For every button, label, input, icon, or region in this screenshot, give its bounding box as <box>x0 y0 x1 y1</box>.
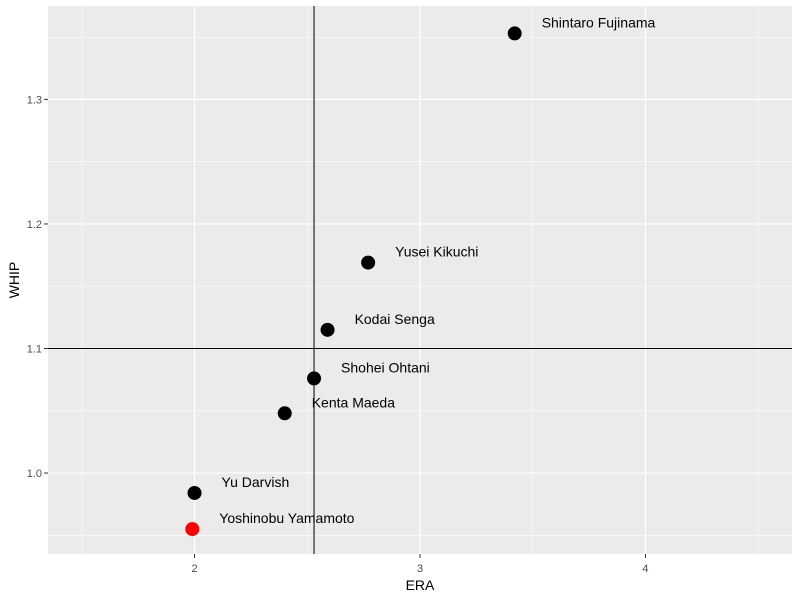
data-point <box>277 406 292 421</box>
data-point-label: Yusei Kikuchi <box>395 244 478 260</box>
x-tick-label: 4 <box>642 563 648 575</box>
data-point-label: Yu Darvish <box>222 474 290 490</box>
y-tick-label: 1.0 <box>27 468 42 480</box>
y-tick-label: 1.2 <box>27 219 42 231</box>
x-axis-ticks: 2 3 4 <box>191 554 649 575</box>
major-gridlines <box>48 6 792 554</box>
data-point-label: Yoshinobu Yamamoto <box>219 510 354 526</box>
data-point-label: Shohei Ohtani <box>341 359 430 375</box>
data-point <box>361 255 376 270</box>
y-tick-label: 1.3 <box>27 94 42 106</box>
x-tick-label: 2 <box>191 563 197 575</box>
data-point <box>507 26 522 41</box>
data-point <box>187 485 202 500</box>
data-point-label: Kodai Senga <box>355 311 435 327</box>
data-point <box>320 322 335 337</box>
data-points <box>185 26 522 537</box>
y-axis-title: WHIP <box>6 262 22 299</box>
data-point-labels: Shintaro Fujinama Yusei Kikuchi Kodai Seng… <box>219 14 655 526</box>
highlighted-data-point <box>185 522 200 537</box>
x-axis-title: ERA <box>406 577 435 593</box>
y-tick-label: 1.1 <box>27 344 42 356</box>
reference-lines <box>48 6 792 554</box>
x-tick-label: 3 <box>417 563 423 575</box>
data-point-label: Shintaro Fujinama <box>542 14 656 30</box>
data-point-label: Kenta Maeda <box>312 394 395 410</box>
y-axis-ticks: 1.0 1.1 1.2 1.3 <box>27 94 48 480</box>
data-point <box>307 371 322 386</box>
